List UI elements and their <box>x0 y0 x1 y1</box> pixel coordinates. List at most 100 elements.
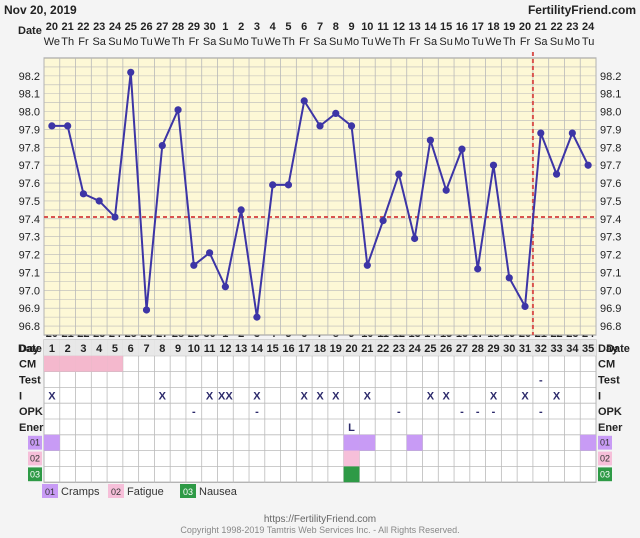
footer-copyright: Copyright 1998-2019 Tamtris Web Services… <box>180 525 459 535</box>
weekday-label: We <box>485 36 501 48</box>
legend-label: Nausea <box>199 486 238 498</box>
row-label-ener_label: Ener <box>19 422 44 434</box>
day-cell <box>44 340 60 356</box>
day-number: 33 <box>550 343 562 355</box>
row-label-right-day_label: Day <box>598 343 619 355</box>
day-cell <box>359 340 376 356</box>
y-tick-right: 96.8 <box>600 321 621 333</box>
symptom-cell <box>343 450 360 467</box>
day-number: 16 <box>282 343 294 355</box>
day-cell <box>422 340 439 356</box>
row-mark: X <box>253 390 261 402</box>
day-cell <box>264 340 281 356</box>
row-mark: - <box>492 406 496 418</box>
row-mark: - <box>192 406 196 418</box>
y-tick-left: 96.9 <box>19 303 40 315</box>
cm-cell <box>91 355 108 372</box>
weekday-label: Su <box>108 36 121 48</box>
row-label-day_label: Day <box>19 343 40 355</box>
chart-date: Nov 20, 2019 <box>4 3 77 17</box>
symptom-code: 01 <box>30 438 40 448</box>
date-label: 20 <box>46 21 58 33</box>
weekday-label: Fr <box>189 36 200 48</box>
date-label: 12 <box>393 21 405 33</box>
temp-point <box>474 265 482 273</box>
weekday-label: Su <box>219 36 232 48</box>
temp-point <box>363 261 371 269</box>
row-mark: X <box>206 390 214 402</box>
weekday-label: We <box>375 36 391 48</box>
weekday-label: Tu <box>471 36 483 48</box>
weekday-label: Sa <box>534 36 548 48</box>
weekday-label: Fr <box>78 36 89 48</box>
temp-point <box>142 306 151 314</box>
date-label: 23 <box>93 21 105 33</box>
row-mark: X <box>48 390 56 402</box>
day-cell <box>469 340 486 356</box>
day-number: 14 <box>251 343 264 355</box>
y-tick-left: 97.5 <box>19 196 40 208</box>
y-tick-right: 97.1 <box>600 267 621 279</box>
day-number: 19 <box>330 343 342 355</box>
day-number: 18 <box>314 343 326 355</box>
weekday-label: Fr <box>409 36 420 48</box>
row-mark: - <box>460 406 464 418</box>
day-cell <box>249 340 265 356</box>
temp-point <box>505 274 513 282</box>
date-label: 9 <box>348 21 354 33</box>
date-label: 22 <box>550 21 562 33</box>
day-cell <box>517 340 533 356</box>
weekday-label: Mo <box>123 36 138 48</box>
y-tick-left: 98.1 <box>19 89 40 101</box>
y-tick-left: 98.2 <box>19 71 40 83</box>
weekday-label: Th <box>503 36 516 48</box>
y-tick-right: 97.8 <box>600 142 621 154</box>
temp-point <box>411 234 419 243</box>
day-number: 8 <box>159 343 165 355</box>
date-row-label: Date <box>18 25 42 37</box>
weekday-label: Tu <box>251 36 263 48</box>
day-cell <box>454 340 470 356</box>
day-number: 5 <box>112 343 118 355</box>
y-tick-right: 97.3 <box>600 232 621 244</box>
symptom-code: 02 <box>30 454 40 464</box>
day-cell <box>170 340 186 356</box>
temp-point <box>537 129 545 137</box>
cm-cell <box>75 355 92 372</box>
cm-cell <box>107 355 123 372</box>
day-cell <box>406 340 423 356</box>
date-label: 16 <box>456 21 468 33</box>
weekday-label: Sa <box>424 36 438 48</box>
date-label: 6 <box>301 21 307 33</box>
legend-code: 01 <box>45 487 55 497</box>
day-number: 4 <box>96 343 103 355</box>
symptom-code-right: 01 <box>600 438 610 448</box>
day-cell <box>280 340 297 356</box>
date-label: 29 <box>188 21 200 33</box>
weekday-label: Mo <box>344 36 359 48</box>
y-tick-left: 96.8 <box>19 321 40 333</box>
footer-url[interactable]: https://FertilityFriend.com <box>264 514 376 525</box>
day-cell <box>548 340 565 356</box>
day-cell <box>501 340 518 356</box>
day-cell <box>59 340 76 356</box>
weekday-label: Fr <box>520 36 531 48</box>
day-number: 35 <box>582 343 594 355</box>
site-name[interactable]: FertilityFriend.com <box>528 3 636 17</box>
day-number: 6 <box>128 343 134 355</box>
temp-point <box>206 249 214 257</box>
day-number: 11 <box>204 343 216 355</box>
weekday-label: Mo <box>234 36 249 48</box>
day-cell <box>233 340 250 356</box>
legend-swatch <box>42 484 58 498</box>
temp-point <box>79 190 88 198</box>
temp-point <box>442 186 450 194</box>
day-number: 22 <box>377 343 389 355</box>
temp-point <box>95 197 103 205</box>
row-label-right-cm_label: CM <box>598 359 615 371</box>
date-label: 28 <box>172 21 184 33</box>
day-number: 1 <box>49 343 55 355</box>
temp-point <box>237 206 245 214</box>
y-tick-left: 97.4 <box>19 214 40 226</box>
